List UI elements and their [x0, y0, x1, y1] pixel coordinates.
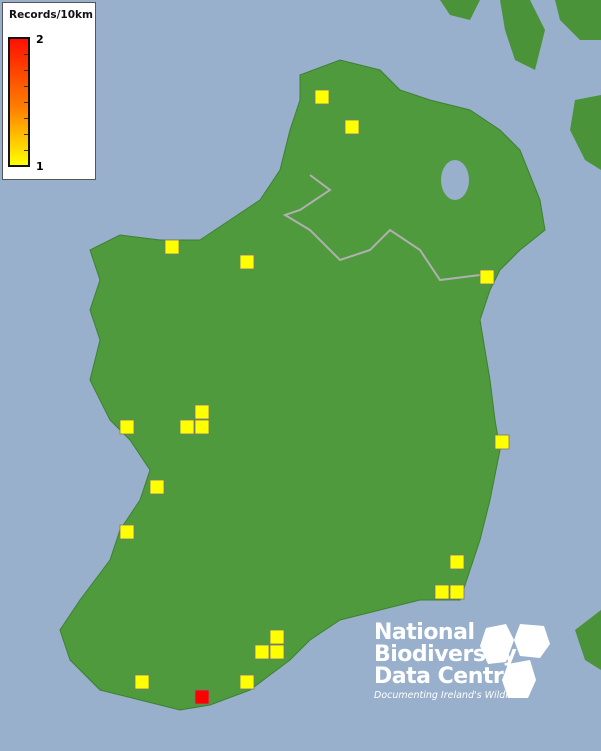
lough-neagh: [441, 160, 469, 200]
logo-line-3: Data Centre: [374, 664, 518, 689]
record-square[interactable]: [179, 419, 195, 435]
legend-max-label: 2: [36, 33, 44, 46]
record-square[interactable]: [149, 479, 165, 495]
record-square[interactable]: [269, 644, 285, 660]
record-square[interactable]: [164, 239, 180, 255]
ni-border: [282, 174, 481, 282]
logo-line-2: Biodiversity: [374, 642, 517, 667]
scotland-landmass: [440, 0, 601, 170]
record-square[interactable]: [494, 434, 510, 450]
record-square[interactable]: [344, 119, 360, 135]
record-square[interactable]: [254, 644, 270, 660]
logo-line-1: National: [374, 620, 475, 645]
record-square[interactable]: [194, 419, 210, 435]
nbdc-logo: National Biodiversity Data Centre Docume…: [374, 620, 520, 702]
legend-min-label: 1: [36, 160, 44, 173]
record-square[interactable]: [239, 674, 255, 690]
legend-color-scale: [8, 37, 30, 167]
record-square[interactable]: [239, 254, 255, 270]
record-square[interactable]: [449, 554, 465, 570]
record-square[interactable]: [194, 404, 210, 420]
record-square[interactable]: [434, 584, 450, 600]
ireland-landmass: [59, 59, 546, 711]
record-square[interactable]: [119, 524, 135, 540]
record-square[interactable]: [119, 419, 135, 435]
wales-landmass: [575, 610, 601, 670]
record-square[interactable]: [449, 584, 465, 600]
record-square[interactable]: [269, 629, 285, 645]
legend-title: Records/10km: [9, 9, 93, 21]
record-square[interactable]: [134, 674, 150, 690]
record-square[interactable]: [194, 689, 210, 705]
logo-tagline: Documenting Ireland's Wildlife: [374, 690, 520, 701]
record-square[interactable]: [479, 269, 495, 285]
legend: Records/10km 2 1: [2, 2, 96, 180]
logo-hexagon-icon: [480, 624, 550, 698]
record-square[interactable]: [314, 89, 330, 105]
record-markers: [119, 89, 510, 705]
